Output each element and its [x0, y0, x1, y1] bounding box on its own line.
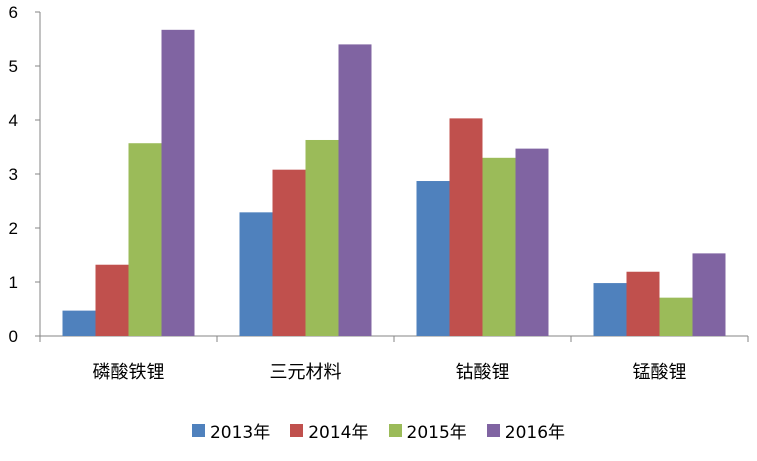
bar-0-1 — [95, 264, 129, 336]
bar-1-0 — [239, 212, 273, 336]
bar-3-3 — [692, 253, 726, 336]
bar-1-1 — [272, 169, 306, 336]
legend-label: 2013年 — [209, 422, 271, 443]
y-tick-label: 6 — [9, 3, 18, 22]
y-tick-label: 0 — [9, 327, 18, 346]
category-label: 钴酸锂 — [456, 362, 510, 383]
bar-2-3 — [515, 148, 549, 336]
y-tick-label: 5 — [9, 57, 18, 76]
legend-swatch — [388, 423, 402, 437]
legend-item: 2016年 — [486, 418, 566, 443]
legend-swatch — [191, 423, 205, 437]
bar-3-2 — [659, 297, 693, 336]
y-tick-label: 4 — [9, 111, 18, 130]
bars — [62, 29, 726, 337]
legend-label: 2014年 — [308, 422, 369, 443]
bar-2-1 — [449, 118, 483, 336]
legend-swatch — [290, 423, 304, 437]
y-tick-label: 1 — [9, 273, 18, 292]
category-label: 三元材料 — [270, 362, 342, 383]
bar-0-2 — [128, 143, 162, 336]
bar-2-0 — [416, 181, 450, 336]
legend-label: 2015年 — [406, 422, 467, 443]
category-label: 磷酸铁锂 — [93, 362, 165, 383]
y-tick-label: 3 — [9, 165, 18, 184]
legend-label: 2016年 — [504, 422, 566, 443]
legend-swatch — [486, 423, 500, 437]
legend: 2013年 2014年 2015年 2016年 — [0, 416, 757, 444]
legend-item: 2015年 — [388, 418, 467, 443]
labels: 0 1 2 3 4 5 6 磷酸铁锂 三元材料 钴酸锂 锰酸锂 — [9, 3, 687, 383]
y-tick-label: 2 — [9, 219, 18, 238]
legend-item: 2014年 — [290, 418, 369, 443]
bar-3-1 — [626, 271, 660, 336]
bar-3-0 — [593, 283, 627, 336]
category-label: 锰酸锂 — [633, 362, 687, 383]
bar-2-2 — [482, 157, 516, 336]
legend-item: 2013年 — [191, 418, 271, 443]
bar-0-3 — [161, 29, 195, 336]
bar-1-3 — [338, 44, 372, 337]
bar-1-2 — [305, 139, 339, 336]
bar-0-0 — [62, 310, 96, 336]
